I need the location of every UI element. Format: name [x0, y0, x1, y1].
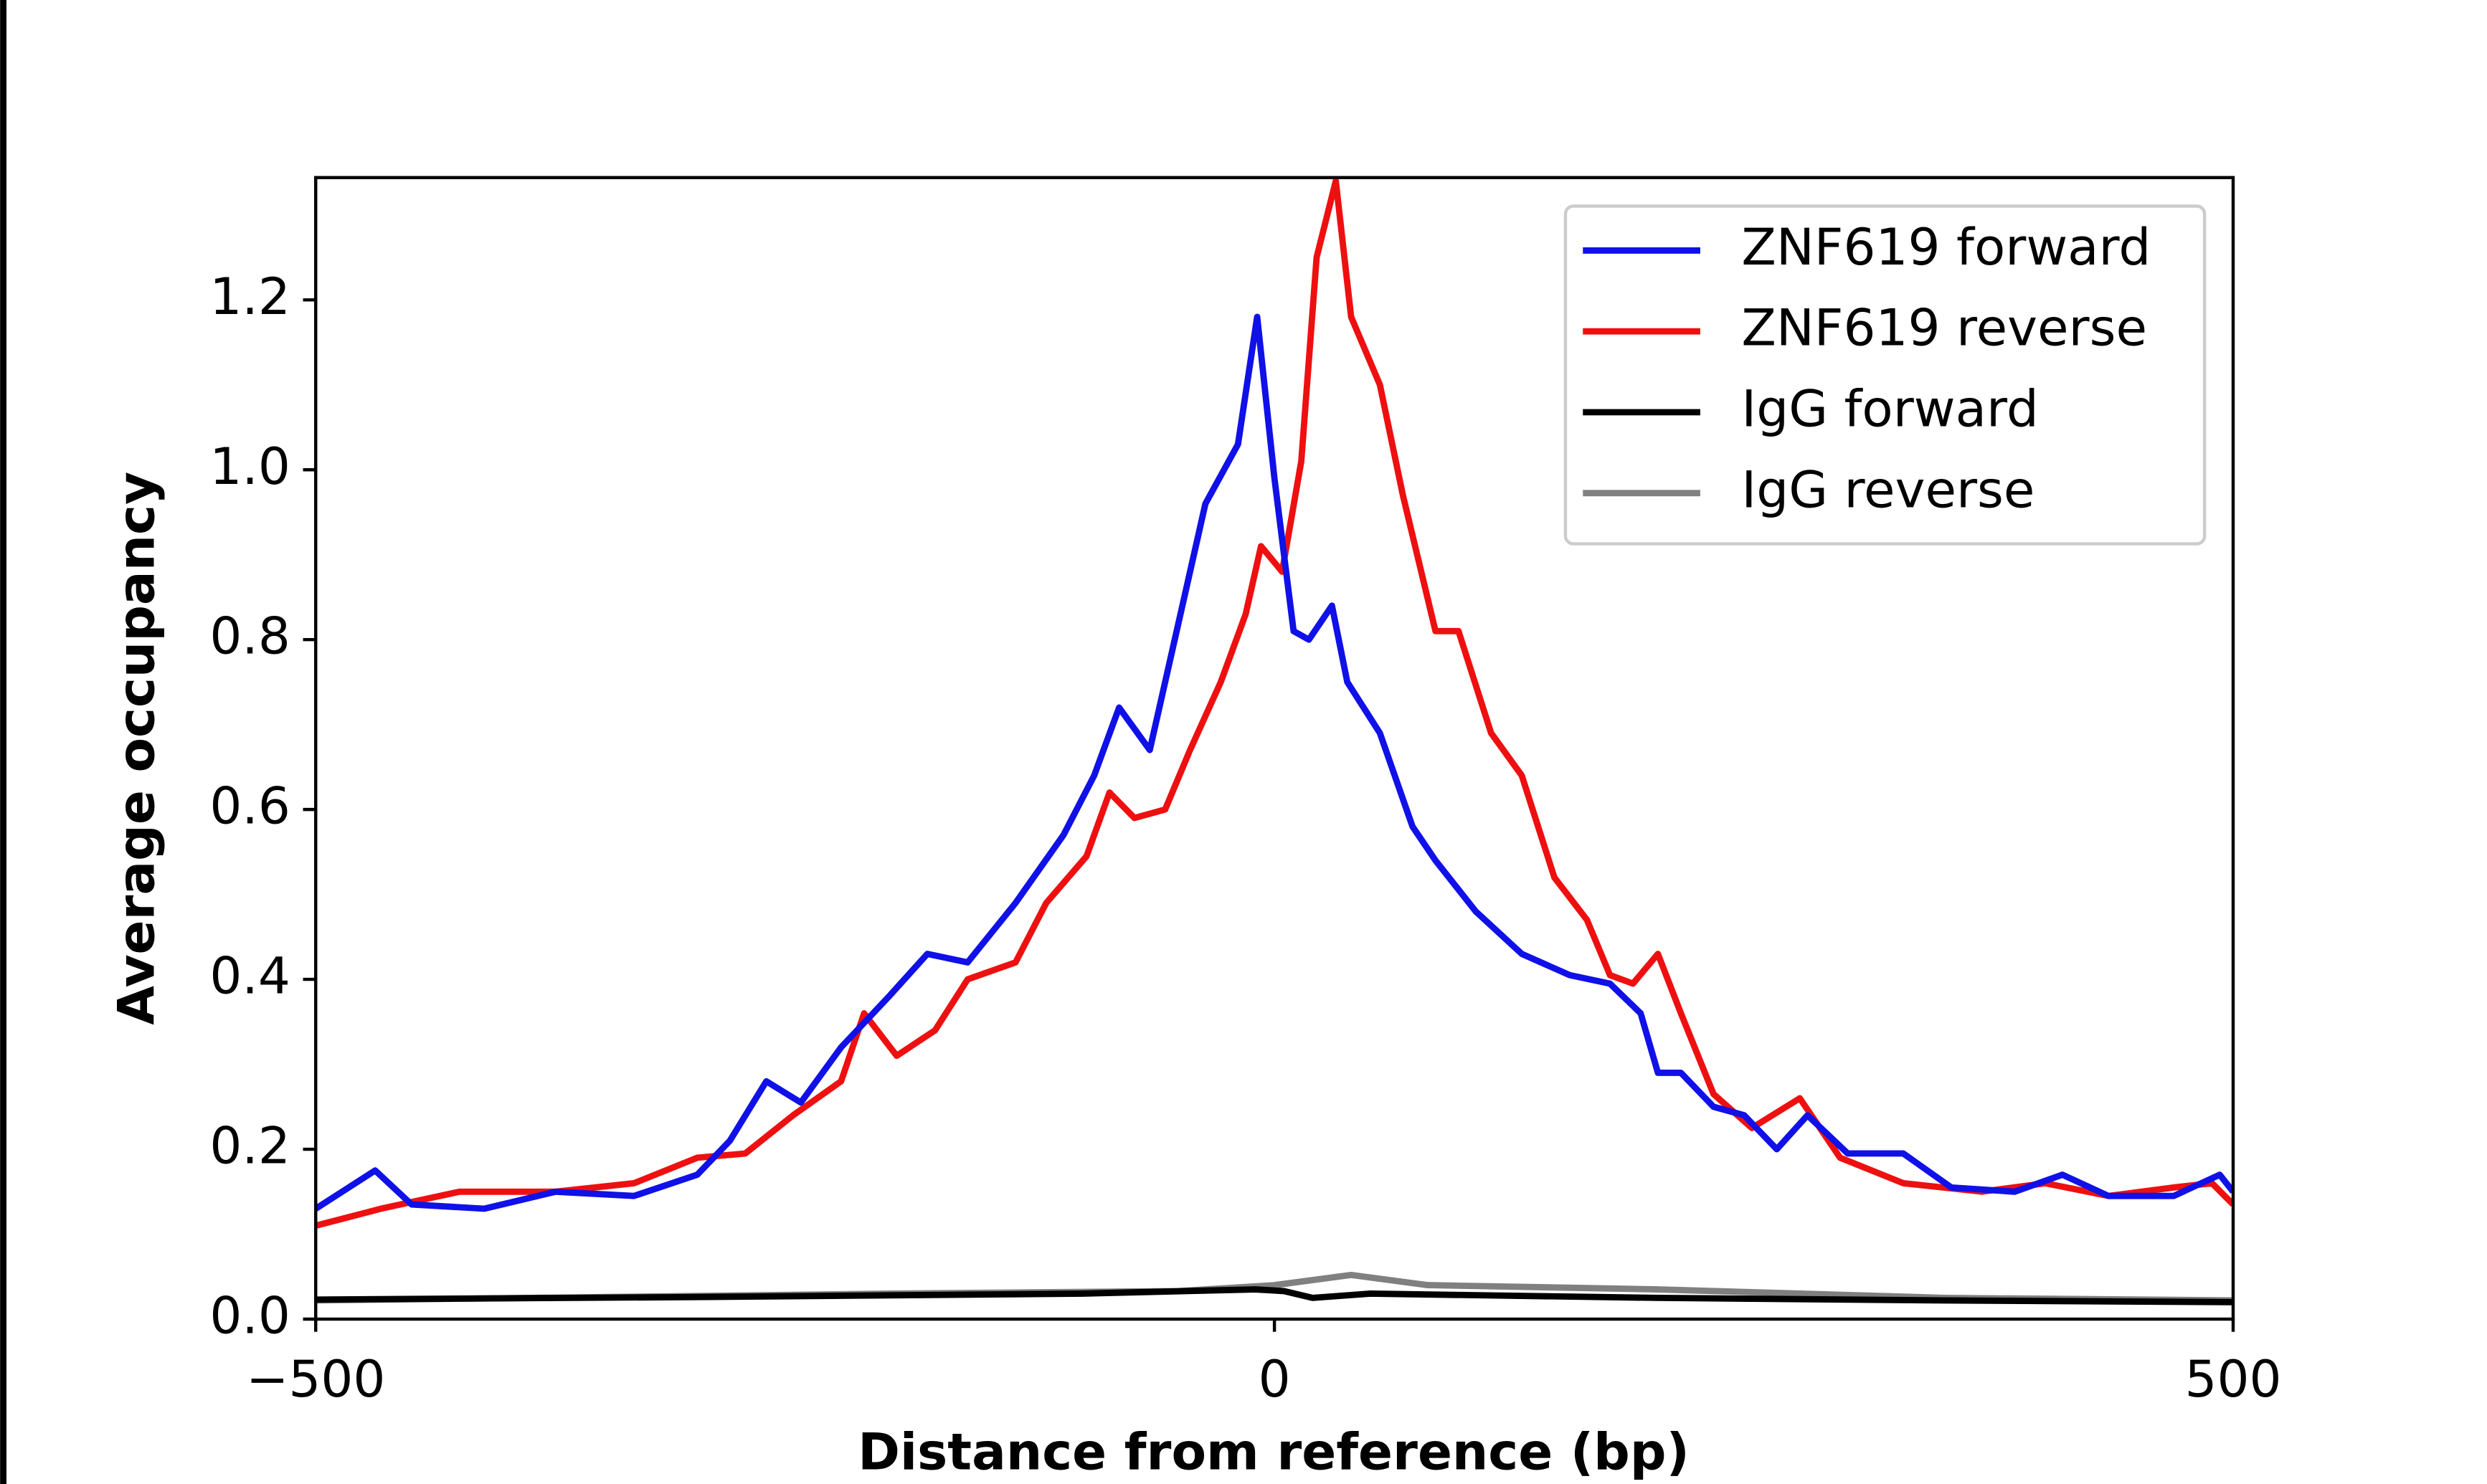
y-tick-label: 0.6 [209, 776, 290, 836]
y-tick-label: 1.2 [209, 267, 290, 326]
x-tick-label: 500 [2184, 1349, 2281, 1409]
series-line [316, 178, 2234, 1229]
y-tick-label: 0.0 [209, 1286, 290, 1346]
y-axis-title: Average occupancy [106, 472, 166, 1025]
x-axis-title: Distance from reference (bp) [858, 1422, 1690, 1482]
legend-label: IgG forward [1741, 379, 2038, 439]
legend-box [1563, 204, 2207, 546]
legend-label: IgG reverse [1741, 460, 2034, 519]
y-tick-label: 0.2 [209, 1116, 290, 1176]
y-tick-label: 1.0 [209, 437, 290, 496]
plot-frame [314, 176, 2235, 1321]
series-line [316, 1286, 2234, 1305]
y-tick-label: 0.4 [209, 946, 290, 1006]
y-tick-label: 0.8 [209, 607, 290, 666]
series-line [316, 313, 2234, 1212]
left-border [0, 0, 7, 1484]
legend-label: ZNF619 forward [1741, 217, 2151, 277]
x-tick-label: −500 [246, 1349, 385, 1409]
x-tick-label: 0 [1259, 1349, 1291, 1409]
legend-label: ZNF619 reverse [1741, 298, 2147, 358]
